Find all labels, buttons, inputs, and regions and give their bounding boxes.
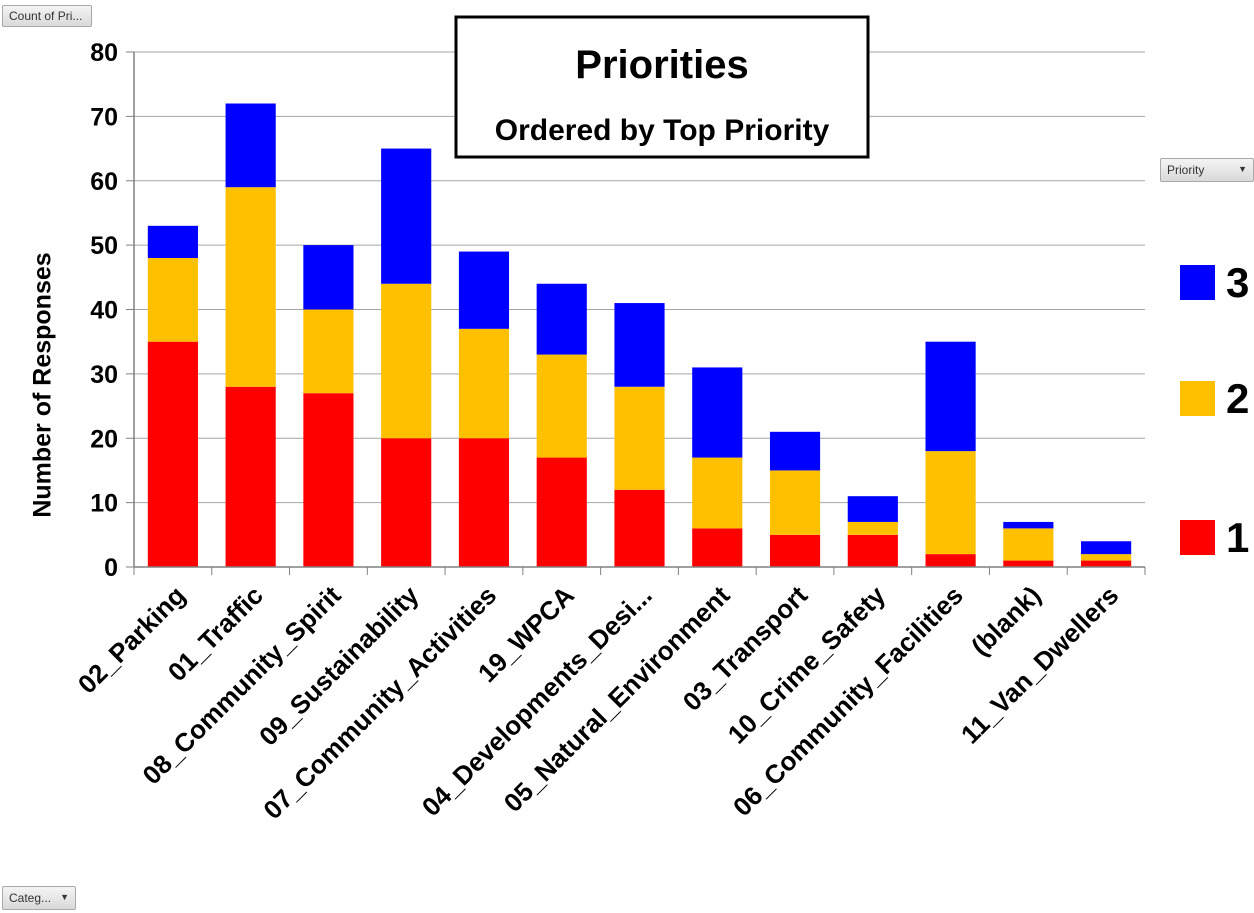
bars bbox=[147, 103, 1132, 567]
category-field-label: Categ... bbox=[9, 891, 52, 905]
bar-05-natural-environment-priority-3 bbox=[692, 367, 743, 458]
legend-label-3: 3 bbox=[1226, 259, 1249, 306]
bar-blank-priority-1 bbox=[1003, 560, 1054, 567]
legend-label-2: 2 bbox=[1226, 375, 1249, 422]
y-tick-label-0: 0 bbox=[104, 554, 118, 582]
y-tick-label-40: 40 bbox=[90, 297, 118, 325]
bar-19-wpca-priority-2 bbox=[536, 354, 587, 458]
bar-11-van-dwellers-priority-1 bbox=[1081, 560, 1132, 567]
bar-02-parking-priority-2 bbox=[147, 258, 198, 342]
legend: 3 2 1 bbox=[1180, 259, 1249, 561]
bar-04-developments-desi-priority-1 bbox=[614, 489, 665, 567]
axes bbox=[126, 51, 1146, 575]
bar-04-developments-desi-priority-2 bbox=[614, 386, 665, 490]
y-tick-label-70: 70 bbox=[90, 103, 118, 131]
bar-09-sustainability-priority-1 bbox=[381, 438, 432, 567]
bar-10-crime-safety-priority-1 bbox=[847, 534, 898, 567]
bar-07-community-activities-priority-3 bbox=[458, 251, 510, 329]
bar-06-community-facilities-priority-3 bbox=[925, 341, 976, 452]
y-tick-label-10: 10 bbox=[90, 490, 118, 518]
bar-01-traffic-priority-1 bbox=[225, 386, 276, 567]
bar-08-community-spirit-priority-2 bbox=[303, 309, 354, 394]
bar-blank-priority-3 bbox=[1003, 521, 1054, 529]
bar-03-transport-priority-2 bbox=[769, 470, 821, 535]
bar-01-traffic-priority-3 bbox=[225, 103, 276, 188]
legend-swatch-3 bbox=[1180, 265, 1215, 300]
priority-field-label: Priority bbox=[1167, 163, 1205, 177]
y-tick-labels: 0 10 20 30 40 50 60 70 80 bbox=[90, 39, 118, 582]
category-labels: 02_Parking01_Traffic08_Community_Spirit0… bbox=[72, 580, 1125, 825]
y-tick-label-80: 80 bbox=[90, 39, 118, 67]
bar-blank-priority-2 bbox=[1003, 528, 1054, 561]
bar-02-parking-priority-3 bbox=[147, 225, 198, 258]
bar-01-traffic-priority-2 bbox=[225, 187, 276, 387]
category-field-button[interactable]: Categ... ▼ bbox=[2, 886, 76, 910]
bar-07-community-activities-priority-2 bbox=[458, 328, 510, 439]
count-of-priority-field-button[interactable]: Count of Pri... bbox=[2, 5, 92, 27]
y-tick-label-30: 30 bbox=[90, 361, 118, 389]
bar-07-community-activities-priority-1 bbox=[458, 438, 510, 567]
bar-03-transport-priority-1 bbox=[769, 534, 821, 567]
title-box: Priorities Ordered by Top Priority bbox=[454, 15, 870, 159]
bar-06-community-facilities-priority-1 bbox=[925, 554, 976, 567]
bar-11-van-dwellers-priority-3 bbox=[1081, 541, 1132, 555]
chart-title: Priorities bbox=[575, 43, 748, 87]
bar-05-natural-environment-priority-2 bbox=[692, 457, 743, 529]
priority-field-button[interactable]: Priority ▼ bbox=[1160, 158, 1254, 182]
legend-label-1: 1 bbox=[1226, 514, 1249, 561]
count-field-label: Count of Pri... bbox=[9, 9, 83, 23]
y-axis-title: Number of Responses bbox=[29, 252, 57, 517]
legend-swatch-1 bbox=[1180, 520, 1215, 555]
chart-subtitle: Ordered by Top Priority bbox=[495, 114, 830, 147]
bar-10-crime-safety-priority-2 bbox=[847, 521, 898, 535]
legend-swatch-2 bbox=[1180, 381, 1215, 416]
y-tick-label-50: 50 bbox=[90, 232, 118, 260]
bar-19-wpca-priority-3 bbox=[536, 283, 587, 355]
bar-05-natural-environment-priority-1 bbox=[692, 528, 743, 567]
bar-09-sustainability-priority-3 bbox=[381, 148, 432, 284]
chevron-down-icon: ▼ bbox=[60, 892, 69, 902]
bar-08-community-spirit-priority-1 bbox=[303, 393, 354, 567]
bar-04-developments-desi-priority-3 bbox=[614, 303, 665, 387]
bar-09-sustainability-priority-2 bbox=[381, 283, 432, 439]
y-tick-label-20: 20 bbox=[90, 425, 118, 453]
y-tick-label-60: 60 bbox=[90, 168, 118, 196]
bar-02-parking-priority-1 bbox=[147, 341, 198, 567]
filter-dropdown-icon: ▼ bbox=[1238, 164, 1247, 174]
x-category-label-02-parking: 02_Parking bbox=[72, 580, 191, 699]
bar-03-transport-priority-3 bbox=[769, 431, 821, 471]
title-box-border bbox=[454, 15, 870, 159]
bar-08-community-spirit-priority-3 bbox=[303, 245, 354, 310]
bar-10-crime-safety-priority-3 bbox=[847, 496, 898, 522]
bar-11-van-dwellers-priority-2 bbox=[1081, 554, 1132, 561]
bar-06-community-facilities-priority-2 bbox=[925, 451, 976, 555]
bar-19-wpca-priority-1 bbox=[536, 457, 587, 567]
